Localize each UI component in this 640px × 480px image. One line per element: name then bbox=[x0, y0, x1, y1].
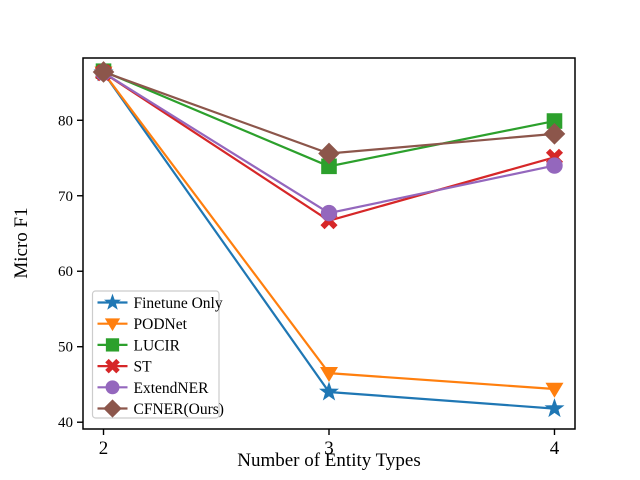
marker-circle-extendner bbox=[320, 204, 338, 222]
legend-label-finetune-only: Finetune Only bbox=[134, 295, 223, 312]
y-tick-label: 70 bbox=[58, 189, 73, 205]
y-axis-label: Micro F1 bbox=[11, 207, 32, 278]
legend-marker-star bbox=[104, 293, 121, 310]
x-tick-label: 4 bbox=[550, 438, 560, 459]
legend: Finetune Only PODNet LUCIR ST ExtendNER CFNER… bbox=[91, 290, 224, 419]
y-tick-label: 40 bbox=[58, 415, 73, 431]
legend-label-podnet: PODNet bbox=[134, 316, 188, 333]
legend-label-extendner: ExtendNER bbox=[134, 380, 210, 397]
legend-marker-square bbox=[105, 338, 120, 352]
legend-marker-circle bbox=[105, 380, 120, 395]
x-tick-label: 3 bbox=[324, 438, 334, 459]
legend-label-lucir: LUCIR bbox=[134, 337, 181, 354]
marker-star-finetune-only bbox=[319, 381, 339, 401]
y-tick-label: 50 bbox=[58, 340, 73, 356]
legend-label-st: ST bbox=[134, 359, 153, 376]
series-line-cfner-ours bbox=[103, 70, 555, 155]
marker-diamond-cfner-ours bbox=[92, 61, 115, 83]
x-tick-label: 2 bbox=[99, 438, 109, 459]
legend-entry-finetune-only: Finetune Only bbox=[97, 293, 223, 312]
legend-entry-st: ST bbox=[97, 358, 153, 376]
marker-diamond-cfner-ours bbox=[318, 142, 340, 165]
legend-entry-lucir: LUCIR bbox=[97, 337, 181, 354]
marker-triangle-down-podnet bbox=[320, 366, 338, 382]
marker-square-lucir bbox=[546, 113, 563, 129]
series-cfner-ours bbox=[92, 61, 566, 165]
legend-label-cfner-ours: CFNER(Ours) bbox=[134, 401, 224, 418]
legend-marker-diamond bbox=[103, 399, 122, 418]
marker-star-finetune-only bbox=[544, 398, 565, 418]
marker-triangle-down-podnet bbox=[545, 382, 564, 398]
y-tick-label: 60 bbox=[58, 264, 73, 280]
y-tick-label: 80 bbox=[58, 113, 73, 129]
legend-marker-triangle-down bbox=[104, 318, 121, 332]
x-axis-label: Number of Entity Types bbox=[237, 450, 421, 471]
legend-entry-extendner: ExtendNER bbox=[97, 380, 210, 397]
plot-area: 40 50 60 70 80 2 3 4 bbox=[58, 57, 576, 459]
marker-diamond-cfner-ours bbox=[543, 123, 566, 145]
marker-circle-extendner bbox=[546, 157, 563, 174]
legend-entry-podnet: PODNet bbox=[97, 316, 188, 333]
marker-square-lucir bbox=[321, 158, 337, 175]
legend-entry-cfner-ours: CFNER(Ours) bbox=[97, 399, 224, 418]
legend-marker-x bbox=[105, 358, 120, 374]
series-layer bbox=[92, 61, 566, 418]
